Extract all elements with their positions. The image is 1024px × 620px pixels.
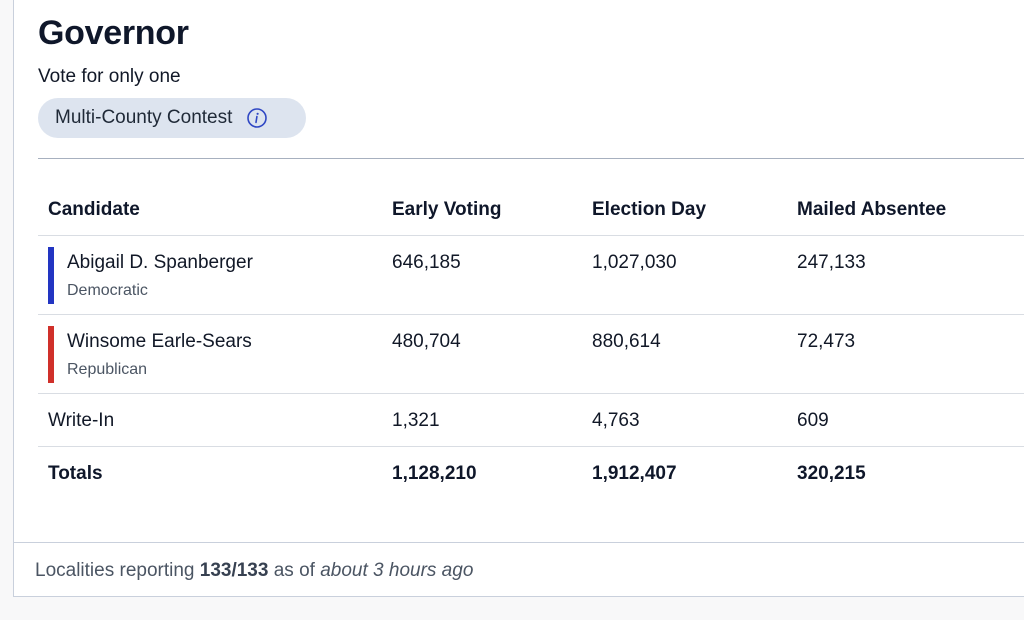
reporting-count: 133/133 xyxy=(199,560,269,581)
row-divider xyxy=(38,314,1024,315)
election-day-value: 4,763 xyxy=(592,410,640,431)
total-mailed-absentee: 320,215 xyxy=(797,463,866,484)
header-candidate: Candidate xyxy=(48,199,140,220)
multi-county-badge[interactable]: Multi-County Contest xyxy=(38,98,306,138)
candidate-party: Republican xyxy=(67,361,148,378)
early-voting-value: 646,185 xyxy=(392,252,461,273)
candidate-name: Write-In xyxy=(48,410,115,431)
contest-card: Governor Vote for only one Multi-County … xyxy=(13,0,1024,597)
header-early-voting: Early Voting xyxy=(392,199,502,220)
reporting-status: Localities reporting 133/133 as of about… xyxy=(35,560,473,582)
row-divider xyxy=(38,393,1024,394)
election-day-value: 1,027,030 xyxy=(592,252,677,273)
early-voting-value: 1,321 xyxy=(392,410,440,431)
footer-divider xyxy=(14,542,1024,543)
candidate-party: Democratic xyxy=(67,282,148,299)
totals-label: Totals xyxy=(48,463,103,484)
mailed-absentee-value: 609 xyxy=(797,410,829,431)
row-divider xyxy=(38,446,1024,447)
info-icon[interactable] xyxy=(246,107,268,129)
election-day-value: 880,614 xyxy=(592,331,661,352)
mailed-absentee-value: 247,133 xyxy=(797,252,866,273)
candidate-name: Winsome Earle-Sears xyxy=(67,331,252,352)
mailed-absentee-value: 72,473 xyxy=(797,331,856,352)
early-voting-value: 480,704 xyxy=(392,331,461,352)
candidate-name: Abigail D. Spanberger xyxy=(67,252,253,273)
party-color-bar xyxy=(48,326,54,383)
section-divider xyxy=(38,158,1024,159)
reporting-middle: as of xyxy=(268,560,321,581)
vote-instruction: Vote for only one xyxy=(38,66,181,87)
row-divider xyxy=(38,235,1024,236)
reporting-prefix: Localities reporting xyxy=(35,560,200,581)
contest-title: Governor xyxy=(38,14,189,52)
total-election-day: 1,912,407 xyxy=(592,463,677,484)
last-updated-time: about 3 hours ago xyxy=(320,560,474,581)
header-election-day: Election Day xyxy=(592,199,707,220)
total-early-voting: 1,128,210 xyxy=(392,463,477,484)
badge-label: Multi-County Contest xyxy=(55,107,233,128)
header-mailed-absentee: Mailed Absentee xyxy=(797,199,947,220)
party-color-bar xyxy=(48,247,54,304)
